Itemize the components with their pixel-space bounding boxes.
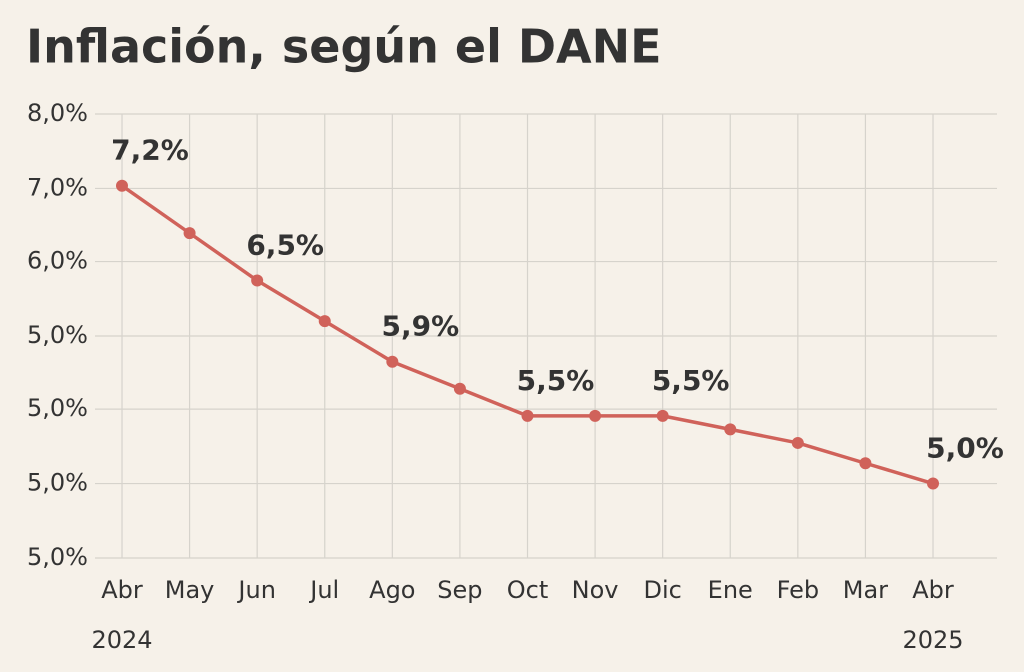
x-tick-label: Oct xyxy=(507,576,549,604)
x-tick-label: Feb xyxy=(777,576,820,604)
point xyxy=(927,477,939,490)
x-tick-label: Nov xyxy=(572,576,619,604)
point xyxy=(116,179,128,192)
year-label: 2025 xyxy=(902,626,963,654)
x-tick-label: Sep xyxy=(437,576,482,604)
y-tick-label: 5,0% xyxy=(27,543,88,571)
data-label: 7,2% xyxy=(111,134,189,167)
chart-title: Inflación, según el DANE xyxy=(26,20,662,74)
y-tick-label: 5,0% xyxy=(27,394,88,422)
point xyxy=(521,409,534,422)
point xyxy=(589,409,602,422)
point xyxy=(724,423,737,436)
data-label: 5,9% xyxy=(382,310,460,343)
y-tick-label: 8,0% xyxy=(27,99,88,127)
point xyxy=(183,227,196,240)
point xyxy=(453,382,466,395)
y-tick-label: 6,0% xyxy=(27,247,88,275)
x-tick-label: Mar xyxy=(843,576,888,604)
x-tick-label: Abr xyxy=(912,576,954,604)
point xyxy=(318,315,331,328)
x-tick-label: Dic xyxy=(643,576,681,604)
x-tick-label: Jul xyxy=(308,576,339,604)
point xyxy=(791,436,804,449)
x-tick-label: Jun xyxy=(236,576,276,604)
data-label: 6,5% xyxy=(246,229,324,262)
x-tick-label: Abr xyxy=(101,576,143,604)
y-tick-label: 7,0% xyxy=(27,173,88,201)
data-label: 5,5% xyxy=(517,364,595,397)
y-tick-label: 5,0% xyxy=(27,321,88,349)
data-label: 5,0% xyxy=(926,432,1004,465)
point xyxy=(859,457,872,470)
y-tick-label: 5,0% xyxy=(27,469,88,497)
point xyxy=(251,274,264,287)
x-tick-label: May xyxy=(165,576,215,604)
point xyxy=(656,409,669,422)
x-tick-label: Ene xyxy=(708,576,753,604)
data-label: 5,5% xyxy=(652,364,730,397)
year-label: 2024 xyxy=(91,626,152,654)
point xyxy=(386,355,399,368)
x-tick-label: Ago xyxy=(369,576,415,604)
